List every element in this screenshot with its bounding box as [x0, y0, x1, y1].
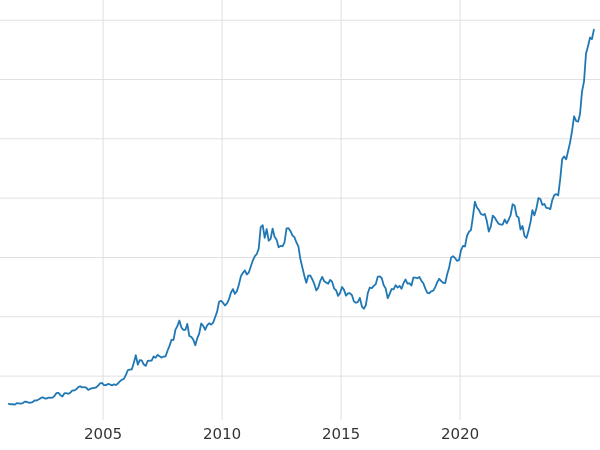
x-tick-label: 2005: [84, 425, 123, 443]
x-axis: 2005 2010 2015 2020: [0, 422, 600, 448]
x-tick-label: 2010: [203, 425, 242, 443]
chart-canvas: [0, 0, 600, 420]
x-tick-label: 2020: [441, 425, 480, 443]
x-tick-label: 2015: [322, 425, 361, 443]
data-series-line: [7, 28, 595, 406]
